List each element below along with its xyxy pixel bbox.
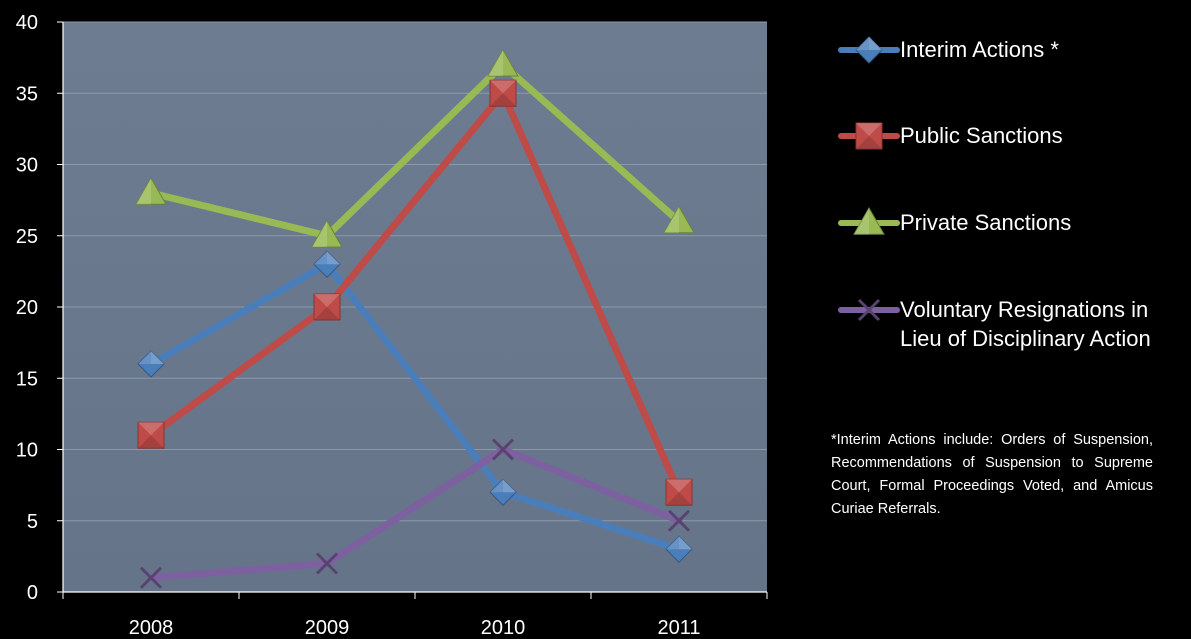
y-tick-label: 15: [16, 368, 38, 390]
legend-swatch-triangle-icon: [838, 206, 900, 235]
marker-highlight: [869, 37, 882, 50]
data-point: [667, 509, 691, 532]
y-tick-label: 10: [16, 440, 38, 462]
legend-label: Public Sanctions: [900, 123, 1063, 148]
marker-highlight: [138, 422, 164, 436]
data-point: [313, 293, 341, 321]
marker-body: [487, 48, 519, 77]
marker-stroke: [139, 566, 163, 589]
x-tick-label: 2009: [305, 617, 350, 639]
marker-highlight: [664, 206, 679, 233]
y-tick-label: 5: [27, 511, 38, 533]
series-group: [135, 48, 695, 589]
marker-shadow: [138, 435, 164, 449]
data-point: [491, 438, 515, 461]
marker-highlight: [490, 80, 516, 94]
marker-highlight: [490, 479, 503, 493]
series-0: [147, 260, 683, 553]
series-line: [147, 89, 683, 496]
series-markers-0: [137, 250, 693, 563]
data-point: [489, 478, 517, 506]
data-point: [313, 250, 341, 278]
series-3: [147, 446, 683, 582]
tick-labels: 0 5 10 15 20 25 30 35 40 2008 2009 2010 2011: [16, 12, 701, 639]
legend-marker: [855, 36, 883, 64]
marker-highlight: [314, 251, 327, 265]
marker-highlight: [856, 37, 869, 50]
data-point: [315, 552, 339, 575]
legend-swatch-square-icon: [838, 122, 900, 150]
x-tick-label: 2010: [481, 617, 526, 639]
legend-swatch-diamond-icon: [838, 36, 900, 64]
marker-highlight: [666, 536, 679, 550]
series-line: [147, 446, 683, 582]
legend-swatch-x-icon: [838, 298, 900, 322]
marker-highlight: [856, 123, 882, 136]
data-point: [665, 478, 693, 506]
x-tick-label: 2008: [129, 617, 174, 639]
data-point: [311, 219, 343, 248]
marker-highlight: [314, 294, 340, 307]
legend-label: Interim Actions *: [900, 37, 1059, 62]
marker-body: [135, 176, 167, 205]
marker-highlight: [503, 479, 516, 493]
series-1: [147, 89, 683, 496]
marker-highlight: [488, 49, 503, 76]
legend-marker: [855, 122, 883, 150]
x-tick-label: 2011: [657, 617, 700, 639]
marker-highlight: [312, 220, 327, 247]
marker-shadow: [666, 492, 692, 506]
marker-stroke: [667, 509, 691, 532]
legend-label: Voluntary Resignations in Lieu of Discip…: [900, 297, 1151, 351]
data-point: [137, 421, 165, 449]
marker-highlight: [679, 536, 692, 550]
legend-item-private-sanctions: Private Sanctions: [838, 203, 1180, 243]
series-line: [147, 61, 683, 240]
legend-label: Private Sanctions: [900, 210, 1072, 235]
marker-stroke: [491, 438, 515, 461]
axes: [57, 21, 768, 599]
footnote: *Interim Actions include: Orders of Susp…: [831, 432, 1153, 517]
marker-shadow: [490, 93, 516, 107]
legend-marker: [853, 206, 885, 235]
y-tick-label: 40: [16, 12, 38, 34]
marker-highlight: [138, 351, 151, 364]
data-point: [135, 176, 167, 205]
marker-highlight: [666, 479, 692, 493]
data-point: [139, 566, 163, 589]
y-tick-label: 0: [27, 582, 38, 604]
marker-body: [853, 206, 885, 235]
data-point: [665, 535, 693, 563]
y-tick-label: 35: [16, 83, 38, 105]
y-tick-label: 20: [16, 297, 38, 319]
marker-highlight: [136, 178, 151, 205]
data-point: [489, 79, 517, 107]
marker-highlight: [151, 351, 164, 364]
legend-marker: [857, 298, 881, 322]
series-2: [147, 61, 683, 240]
data-point: [137, 350, 165, 378]
marker-highlight: [854, 208, 869, 235]
series-markers-3: [139, 438, 691, 589]
data-point: [487, 48, 519, 77]
marker-shadow: [856, 136, 882, 149]
marker-body: [311, 219, 343, 248]
series-markers-2: [135, 48, 695, 248]
marker-body: [663, 205, 695, 234]
marker-highlight: [327, 251, 340, 265]
y-tick-label: 25: [16, 226, 38, 248]
data-point: [663, 205, 695, 234]
marker-shadow: [314, 307, 340, 320]
series-markers-1: [137, 79, 693, 506]
legend-item-interim-actions: Interim Actions *: [838, 30, 1180, 70]
y-tick-label: 30: [16, 155, 38, 177]
series-line: [147, 260, 683, 553]
marker-stroke: [857, 298, 881, 322]
marker-stroke: [315, 552, 339, 575]
legend-item-public-sanctions: Public Sanctions: [838, 116, 1180, 156]
legend-item-voluntary-resignations: Voluntary Resignations in Lieu of Discip…: [838, 290, 1180, 353]
